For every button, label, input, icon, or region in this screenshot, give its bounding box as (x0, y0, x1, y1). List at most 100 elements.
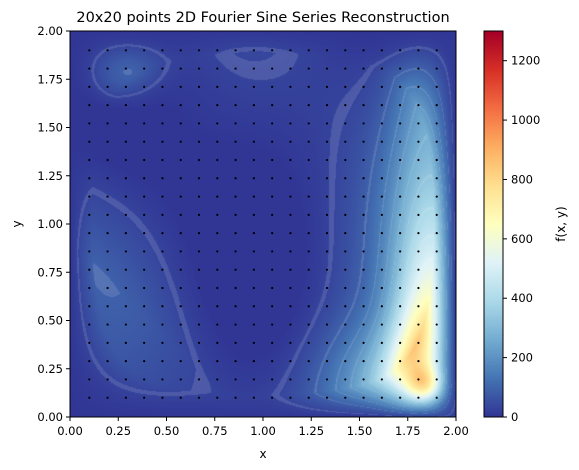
sample-point (380, 177, 383, 180)
sample-point (124, 213, 127, 216)
sample-point (271, 85, 274, 88)
sample-point (417, 140, 420, 143)
y-tick-label: 0.00 (37, 410, 63, 424)
sample-point (362, 49, 365, 52)
sample-point (161, 341, 164, 344)
sample-point (362, 323, 365, 326)
sample-point (271, 360, 274, 363)
sample-point (88, 305, 91, 308)
sample-point (252, 49, 255, 52)
sample-point (234, 378, 237, 381)
sample-point (435, 158, 438, 162)
sample-point (399, 140, 402, 143)
sample-point (325, 250, 329, 253)
sample-point (289, 140, 292, 143)
sample-point (362, 268, 365, 271)
sample-point (344, 158, 347, 162)
sample-point (234, 213, 237, 216)
sample-point (362, 140, 365, 143)
sample-point (124, 140, 127, 143)
sample-point (417, 360, 420, 363)
sample-point (252, 104, 255, 107)
sample-point (399, 396, 402, 399)
colorbar-gradient (484, 31, 503, 417)
y-tick-label: 1.00 (37, 217, 63, 231)
sample-point (399, 158, 402, 162)
sample-point (143, 268, 146, 271)
sample-point (143, 122, 146, 125)
sample-point (252, 268, 255, 271)
sample-point (344, 49, 347, 52)
sample-point (417, 232, 420, 235)
sample-point (252, 195, 255, 198)
sample-point (380, 122, 383, 125)
sample-point (234, 49, 237, 52)
sample-point (161, 268, 164, 271)
y-tick-label: 2.00 (37, 24, 63, 38)
sample-point (271, 305, 274, 308)
sample-point (216, 195, 219, 198)
sample-point (234, 122, 237, 125)
colorbar-tick-label: 800 (511, 172, 533, 186)
y-axis: 0.00 0.25 0.50 0.75 1.00 1.25 1.50 1.75 2.00 (37, 24, 70, 424)
sample-point (124, 232, 127, 235)
sample-point (362, 305, 365, 308)
sample-point (106, 140, 109, 143)
sample-point (216, 341, 219, 344)
sample-point (325, 140, 329, 143)
sample-point (271, 323, 274, 326)
sample-point (197, 177, 201, 180)
sample-point (234, 177, 237, 180)
sample-point (179, 341, 182, 344)
sample-point (179, 396, 182, 399)
sample-point (344, 360, 347, 363)
sample-point (380, 378, 383, 381)
sample-point (143, 396, 146, 399)
sample-point (179, 360, 182, 363)
sample-point (417, 67, 420, 70)
sample-point (325, 341, 329, 344)
sample-point (435, 85, 438, 88)
sample-point (289, 378, 292, 381)
sample-point (380, 85, 383, 88)
sample-point (289, 286, 292, 290)
sample-point (161, 232, 164, 235)
sample-point (179, 213, 182, 216)
sample-point (88, 158, 91, 162)
sample-point (435, 232, 438, 235)
sample-point (161, 305, 164, 308)
sample-point (216, 305, 219, 308)
sample-point (216, 177, 219, 180)
sample-point (88, 67, 91, 70)
sample-point (344, 323, 347, 326)
sample-point (161, 49, 164, 52)
sample-point (179, 305, 182, 308)
sample-point (179, 67, 182, 70)
sample-point (179, 286, 182, 290)
sample-point (289, 360, 292, 363)
sample-point (362, 250, 365, 253)
sample-point (216, 250, 219, 253)
sample-point (234, 323, 237, 326)
sample-point (399, 49, 402, 52)
sample-point (197, 305, 201, 308)
sample-point (325, 122, 329, 125)
sample-point (435, 213, 438, 216)
sample-point (362, 122, 365, 125)
sample-point (124, 85, 127, 88)
sample-point (307, 232, 310, 235)
sample-point (197, 158, 201, 162)
sample-point (289, 104, 292, 107)
sample-point (88, 378, 91, 381)
sample-point (417, 341, 420, 344)
sample-point (399, 360, 402, 363)
sample-point (417, 323, 420, 326)
sample-point (271, 268, 274, 271)
sample-point (380, 396, 383, 399)
sample-point (143, 286, 146, 290)
sample-point (289, 122, 292, 125)
sample-point (362, 67, 365, 70)
sample-point (289, 213, 292, 216)
sample-point (289, 67, 292, 70)
